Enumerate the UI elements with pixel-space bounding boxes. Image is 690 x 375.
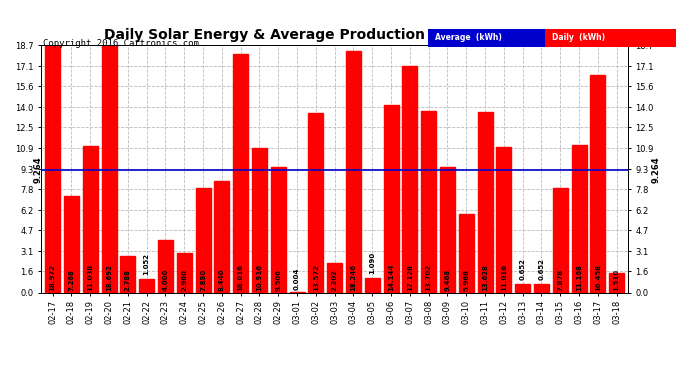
- Text: 1.090: 1.090: [369, 252, 375, 274]
- Bar: [158, 240, 173, 292]
- Text: 13.572: 13.572: [313, 264, 319, 291]
- Text: 13.628: 13.628: [482, 264, 488, 291]
- Text: 17.128: 17.128: [407, 264, 413, 291]
- Bar: [308, 113, 324, 292]
- Bar: [120, 256, 135, 292]
- Text: 2.960: 2.960: [181, 268, 187, 291]
- Text: 9.264: 9.264: [651, 157, 660, 183]
- Bar: [64, 196, 79, 292]
- Text: 11.038: 11.038: [87, 263, 93, 291]
- Bar: [402, 66, 417, 292]
- Text: 9.468: 9.468: [444, 268, 451, 291]
- Text: 2.202: 2.202: [332, 268, 337, 291]
- Bar: [327, 263, 342, 292]
- Text: 0.652: 0.652: [538, 258, 544, 280]
- Text: Copyright 2016 Cartronics.com: Copyright 2016 Cartronics.com: [43, 39, 199, 48]
- Text: 7.880: 7.880: [200, 268, 206, 291]
- Text: 9.264: 9.264: [33, 157, 42, 183]
- Text: 18.692: 18.692: [106, 264, 112, 291]
- Bar: [384, 105, 399, 292]
- Text: 14.144: 14.144: [388, 263, 394, 291]
- Bar: [459, 213, 474, 292]
- Text: 7.878: 7.878: [558, 268, 563, 291]
- Text: 8.440: 8.440: [219, 268, 225, 291]
- Bar: [515, 284, 530, 292]
- Bar: [365, 278, 380, 292]
- Bar: [591, 75, 605, 292]
- Title: Daily Solar Energy & Average Production Sat Mar 19 18:58: Daily Solar Energy & Average Production …: [104, 28, 565, 42]
- Bar: [195, 188, 210, 292]
- Bar: [215, 181, 229, 292]
- Bar: [477, 112, 493, 292]
- Text: 18.972: 18.972: [50, 264, 56, 291]
- Text: 2.788: 2.788: [125, 268, 131, 291]
- Bar: [233, 54, 248, 292]
- Text: 18.246: 18.246: [351, 264, 357, 291]
- Bar: [346, 51, 361, 292]
- Text: 0.652: 0.652: [520, 258, 526, 280]
- Bar: [553, 188, 568, 292]
- Text: 5.968: 5.968: [463, 268, 469, 291]
- Bar: [571, 145, 586, 292]
- Bar: [496, 147, 511, 292]
- Bar: [440, 167, 455, 292]
- FancyBboxPatch shape: [428, 29, 544, 47]
- Bar: [609, 273, 624, 292]
- Text: 7.268: 7.268: [68, 268, 75, 291]
- Text: 4.000: 4.000: [162, 268, 168, 291]
- FancyBboxPatch shape: [544, 29, 676, 47]
- Text: 11.016: 11.016: [501, 264, 507, 291]
- Bar: [252, 148, 267, 292]
- Text: 10.916: 10.916: [257, 264, 262, 291]
- Text: 11.168: 11.168: [576, 264, 582, 291]
- Bar: [421, 111, 436, 292]
- Text: 16.458: 16.458: [595, 264, 601, 291]
- Bar: [270, 166, 286, 292]
- Bar: [101, 45, 117, 292]
- Bar: [45, 41, 60, 292]
- Bar: [139, 279, 154, 292]
- Text: 1.510: 1.510: [613, 268, 620, 291]
- Text: 18.016: 18.016: [237, 264, 244, 291]
- Text: 9.506: 9.506: [275, 268, 282, 291]
- Bar: [83, 146, 98, 292]
- Text: 0.004: 0.004: [294, 267, 300, 290]
- Bar: [177, 254, 192, 292]
- Text: Daily  (kWh): Daily (kWh): [552, 33, 605, 42]
- Bar: [534, 284, 549, 292]
- Text: Average  (kWh): Average (kWh): [435, 33, 502, 42]
- Text: 1.052: 1.052: [144, 253, 150, 274]
- Text: 13.702: 13.702: [426, 264, 432, 291]
